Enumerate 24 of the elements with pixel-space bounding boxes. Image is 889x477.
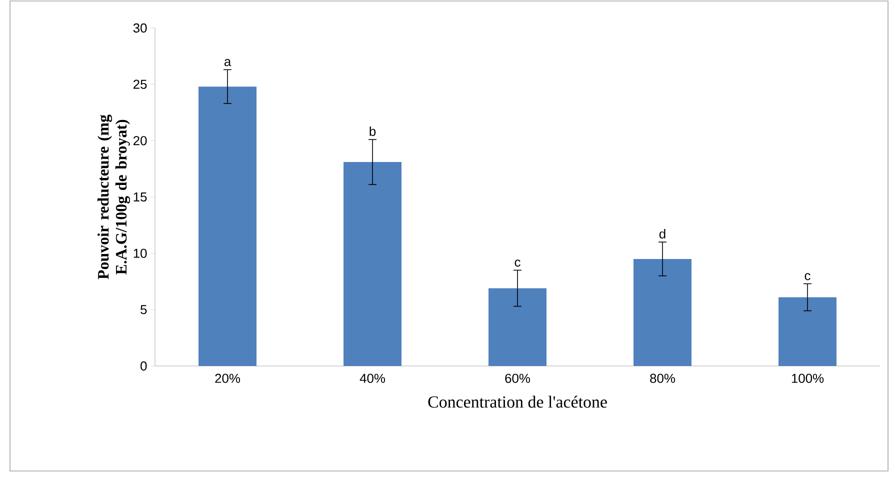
annotation: c (804, 273, 810, 280)
y-tick-label: 5 (140, 305, 147, 314)
x-axis-title: Concentration de l'acétone (428, 396, 607, 408)
annotation: d (659, 229, 666, 239)
x-tick-label: 60% (505, 374, 530, 383)
x-tick-label: 40% (360, 374, 386, 383)
bar (778, 297, 837, 366)
x-tick-label: 100% (792, 374, 824, 383)
y-tick-label: 30 (133, 23, 147, 33)
annotation: b (370, 126, 376, 136)
bar (344, 162, 402, 366)
y-tick-label: 20 (133, 136, 147, 146)
y-tick-label: 15 (134, 192, 147, 202)
y-tick-label: 25 (133, 80, 147, 89)
x-tick-label: 20% (215, 374, 240, 383)
annotation: a (224, 59, 232, 66)
annotation: c (514, 260, 520, 267)
bar (198, 86, 257, 366)
y-tick-label: 10 (134, 248, 147, 258)
y-axis-title: Pouvoir reducteure (mg E.A.G/100g de broyat) (97, 114, 130, 280)
y-tick-label: 0 (140, 361, 147, 371)
x-tick-label: 80% (650, 374, 676, 383)
bar (488, 288, 547, 366)
bar (634, 258, 692, 366)
